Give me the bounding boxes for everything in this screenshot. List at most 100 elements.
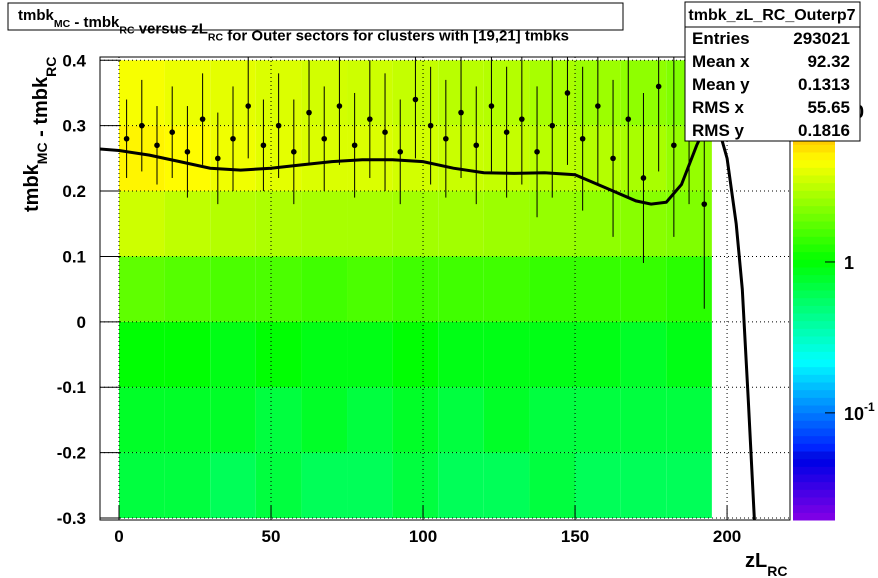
heat-cell	[347, 321, 393, 388]
profile-point	[367, 116, 373, 122]
heat-cell	[392, 256, 439, 322]
stats-value: 0.1313	[798, 75, 850, 94]
palette-band	[793, 389, 835, 398]
profile-point	[139, 122, 145, 129]
palette-band	[793, 435, 835, 444]
profile-point	[336, 103, 343, 109]
y-tick-label: 0.2	[62, 182, 86, 201]
z-tick-sup: -1	[864, 400, 875, 414]
palette-band	[793, 336, 835, 345]
stats-box	[684, 1, 861, 142]
x-axis-title-part: zL	[745, 550, 767, 572]
profile-point	[397, 149, 404, 155]
z-tick-label: 10-1	[844, 400, 875, 424]
heat-cell	[347, 387, 393, 453]
profile-point	[321, 135, 328, 142]
profile-point	[154, 142, 160, 149]
heat-cell	[210, 452, 256, 519]
heat-cell	[119, 452, 165, 519]
palette-band	[793, 443, 835, 452]
palette-band	[793, 512, 835, 521]
y-tick-label: -0.1	[57, 378, 86, 397]
profile-point	[503, 129, 510, 136]
heat-cell	[255, 321, 302, 388]
palette-band	[793, 489, 835, 498]
y-tick-label: 0	[77, 313, 86, 332]
palette-band	[793, 405, 835, 414]
heat-cell	[210, 191, 256, 257]
palette-band	[793, 359, 835, 368]
profile-point	[382, 129, 388, 136]
y-axis-title: tmbkMC - tmbkRC	[21, 57, 59, 212]
heat-cell	[392, 452, 439, 519]
heat-cell	[483, 256, 530, 322]
profile-point	[169, 129, 176, 136]
x-axis-title: zLRC	[745, 550, 787, 578]
palette-band	[793, 167, 835, 176]
heat-cell	[392, 321, 439, 388]
palette-band	[793, 144, 835, 153]
x-tick-label: 100	[409, 527, 437, 546]
heat-cell	[255, 256, 302, 322]
palette-band	[793, 313, 835, 322]
y-tick-label: 0.4	[62, 51, 86, 70]
profile-point	[230, 135, 236, 142]
heat-cell	[164, 452, 211, 519]
palette-band	[793, 351, 835, 360]
heat-cell	[438, 321, 484, 388]
heat-cell	[301, 452, 348, 519]
heat-cell	[210, 256, 256, 322]
heat-cell	[529, 256, 576, 322]
profile-point	[655, 83, 662, 90]
heat-cell	[164, 387, 211, 453]
heat-cell	[301, 387, 348, 453]
palette-band	[793, 481, 835, 490]
stats-label: RMS x	[692, 98, 745, 117]
heat-cell	[119, 191, 165, 257]
heat-cell	[666, 387, 712, 453]
heat-cell	[666, 321, 712, 388]
stats-label: RMS y	[692, 121, 745, 140]
heat-cell	[164, 191, 211, 257]
title-box	[7, 2, 624, 31]
palette-band	[793, 213, 835, 222]
stats-value: 55.65	[807, 98, 850, 117]
heat-cell	[529, 452, 576, 519]
stats-label: Mean x	[692, 52, 750, 71]
frame-border	[99, 56, 791, 521]
profile-point	[443, 135, 449, 142]
palette-band	[793, 412, 835, 421]
heat-cell	[164, 321, 211, 388]
heat-cell	[255, 387, 302, 453]
profile-point	[123, 135, 130, 142]
chart-title-part: versus zL	[135, 21, 208, 38]
palette-band	[793, 374, 835, 383]
profile-point	[671, 142, 677, 149]
profile-point	[291, 149, 297, 155]
palette-band	[793, 343, 835, 352]
y-axis-title-part: tmbk	[21, 163, 43, 212]
palette-band	[793, 182, 835, 191]
profile-point	[412, 96, 419, 103]
chart-title-part: for Outer sectors for clusters with [19,…	[223, 27, 569, 44]
stats-name: tmbk_zL_RC_Outerp7	[688, 7, 855, 24]
profile-point	[534, 149, 540, 155]
heat-cell	[620, 321, 667, 388]
heat-cell	[575, 387, 621, 453]
palette-band	[793, 305, 835, 314]
profile-point	[625, 116, 632, 122]
stats-value: 0.1816	[798, 121, 850, 140]
profile-point	[351, 142, 358, 149]
heat-cell	[392, 191, 439, 257]
chart-title-part: - tmbk	[70, 14, 120, 31]
heat-cell	[575, 256, 621, 322]
heat-cell	[301, 321, 348, 388]
palette-band	[793, 497, 835, 506]
heat-cell	[529, 387, 576, 453]
heat-cell	[164, 256, 211, 322]
heat-cell	[529, 321, 576, 388]
heat-cell	[483, 387, 530, 453]
palette-band	[793, 474, 835, 483]
palette-band	[793, 397, 835, 406]
palette-band	[793, 236, 835, 245]
